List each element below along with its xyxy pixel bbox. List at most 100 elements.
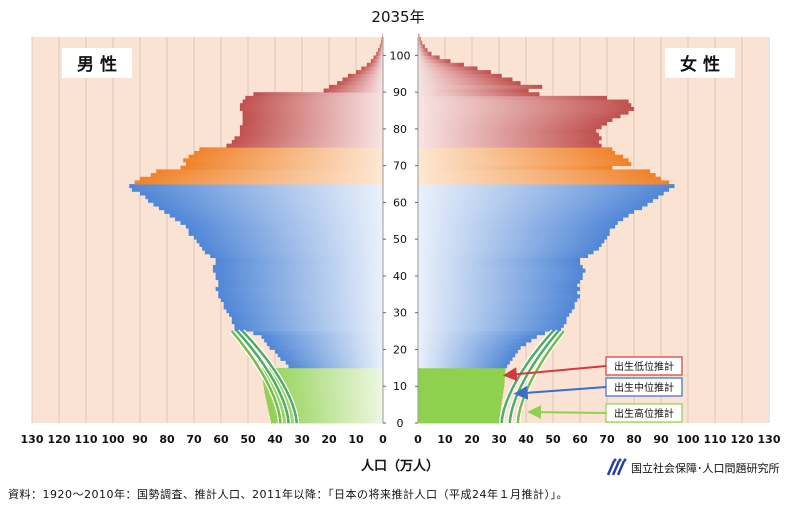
male-bar <box>262 378 383 383</box>
male-bar <box>234 136 383 141</box>
female-bar <box>418 117 613 122</box>
age-tick-label: 90 <box>393 86 407 99</box>
male-bar <box>356 70 383 75</box>
male-bar <box>329 84 383 89</box>
male-bar <box>263 386 383 391</box>
male-bar <box>185 162 383 167</box>
female-bar <box>418 103 632 108</box>
female-bar <box>418 37 421 42</box>
x-tick-label: 60 <box>572 433 588 446</box>
female-bar <box>418 283 578 288</box>
male-bar <box>226 143 383 148</box>
male-bar <box>215 275 383 281</box>
female-bar <box>418 66 478 71</box>
female-bar <box>418 51 432 56</box>
male-bar <box>215 272 383 277</box>
female-bar <box>418 250 594 255</box>
age-tick-label: 20 <box>393 343 407 356</box>
female-bar <box>418 195 659 200</box>
male-bar <box>262 375 383 380</box>
female-bar <box>418 59 451 64</box>
female-bar <box>418 224 616 229</box>
male-bar <box>253 331 383 336</box>
female-bar <box>418 338 532 343</box>
male-bar <box>382 33 383 38</box>
male-bar <box>145 195 383 200</box>
male-bar <box>134 180 383 185</box>
male-bar <box>266 400 383 406</box>
female-bars <box>418 33 675 424</box>
male-bar <box>378 48 383 53</box>
male-bar <box>231 139 383 145</box>
male-bar <box>194 150 383 156</box>
female-bar <box>418 360 510 365</box>
male-bar <box>218 294 383 299</box>
x-tick-label: 20 <box>321 433 337 446</box>
female-bar <box>418 353 516 358</box>
male-bar <box>264 389 383 394</box>
age-tick-label: 50 <box>393 233 407 246</box>
female-bar <box>418 70 491 75</box>
female-bar <box>418 128 597 133</box>
female-bar <box>418 162 632 167</box>
female-bar <box>418 331 545 336</box>
male-bar <box>269 345 383 350</box>
x-tick-label: 40 <box>267 433 283 446</box>
female-bar <box>418 342 526 347</box>
male-bar <box>285 360 383 365</box>
male-bar <box>140 191 383 196</box>
female-bar <box>418 378 505 383</box>
organization-credit: 国立社会保障･人口問題研究所 <box>605 457 780 479</box>
female-bar <box>418 294 580 299</box>
female-bar <box>418 419 499 424</box>
x-tick-label: 0 <box>379 433 387 446</box>
male-bar <box>342 77 383 82</box>
x-axis-label: 人口（万人） <box>361 458 439 474</box>
female-bar <box>418 154 624 159</box>
male-bar <box>180 220 383 225</box>
male-bar <box>204 250 383 255</box>
male-bar <box>223 301 383 306</box>
age-tick-label: 30 <box>393 307 407 320</box>
female-bar <box>418 73 502 78</box>
x-tick-label: 10 <box>348 433 364 446</box>
male-bar <box>270 419 383 424</box>
projection-mid-line <box>508 330 560 424</box>
female-bar <box>418 246 599 251</box>
male-x-ticks: 130 120 110 100 90 80 70 60 50 40 30 20 10 0 <box>21 433 388 446</box>
female-bar <box>418 397 503 402</box>
male-bar <box>226 309 383 314</box>
x-tick-label: 30 <box>491 433 507 446</box>
male-bar <box>277 353 383 358</box>
age-tick-label: 40 <box>393 270 407 283</box>
male-bar <box>242 110 383 115</box>
male-bar <box>373 55 383 60</box>
male-bar <box>288 364 383 369</box>
female-bar <box>418 40 423 45</box>
x-tick-label: 120 <box>48 433 71 446</box>
female-label: 女 性 <box>680 54 720 75</box>
female-bar <box>418 88 529 93</box>
female-bar <box>418 213 629 218</box>
female-bar <box>418 44 425 49</box>
x-tick-label: 60 <box>213 433 229 446</box>
male-bar <box>234 327 383 332</box>
female-bar <box>418 187 670 192</box>
female-bar <box>418 275 583 281</box>
female-bar <box>418 184 675 189</box>
female-bar <box>418 367 506 372</box>
female-bar <box>418 198 653 203</box>
male-bar <box>361 66 383 71</box>
female-bar <box>418 408 501 413</box>
x-tick-label: 20 <box>464 433 480 446</box>
female-bar <box>418 323 564 328</box>
male-projection-lines <box>229 329 300 424</box>
female-bar <box>418 150 616 156</box>
male-bar <box>175 217 383 222</box>
female-bar <box>418 272 583 277</box>
female-bar <box>418 99 629 104</box>
age-tick-label: 100 <box>390 49 411 62</box>
male-bar <box>221 298 383 303</box>
male-bar <box>199 242 383 247</box>
female-bar <box>418 220 618 225</box>
